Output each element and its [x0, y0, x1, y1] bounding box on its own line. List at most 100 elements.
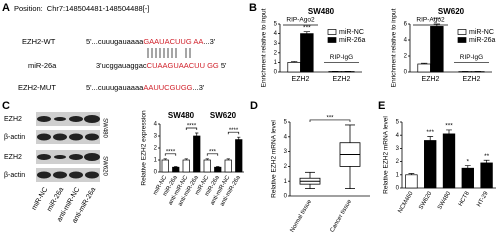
cell-line: SW480	[101, 118, 107, 138]
y-tick-label: 6	[404, 22, 408, 28]
y-tick-label: 2	[274, 50, 278, 56]
error-bar	[205, 158, 209, 160]
y-tick-label: 3	[396, 146, 400, 152]
bar	[430, 26, 444, 73]
y-axis-label: Enrichment relative to input	[391, 8, 398, 87]
error-bar	[427, 136, 434, 141]
bar	[203, 159, 211, 173]
panel-label: B	[249, 2, 257, 14]
group-label: SW620	[210, 111, 237, 120]
bar	[193, 135, 201, 173]
comparison-bracket	[227, 131, 240, 135]
position-value: Chr7:148504481-148504488[-]	[47, 4, 150, 13]
y-tick-label: 2	[404, 54, 408, 60]
y-tick-label: 1	[274, 60, 278, 66]
legend-label: miR-NC	[339, 29, 364, 36]
row-name: EZH2-WT	[22, 37, 56, 46]
x-tick-label: Normal tissue	[290, 198, 314, 233]
blot-row: β-actin	[4, 134, 25, 141]
bar	[214, 166, 222, 173]
pairing-lines	[147, 48, 191, 58]
y-tick-label: 0	[154, 170, 158, 176]
x-tick-label: EZH2	[422, 76, 440, 83]
error-bar	[303, 31, 311, 34]
seq-suffix: ...3'	[193, 83, 205, 92]
comparison-bracket	[206, 153, 219, 156]
seq-site: CUAAGUAACUU GG	[147, 61, 219, 70]
error-bar	[195, 132, 199, 136]
significance: *	[467, 158, 470, 165]
error-bar	[408, 173, 415, 175]
x-tick-label: SW480	[437, 190, 452, 211]
y-tick-label: 5	[274, 22, 278, 28]
comparison-label: ****	[166, 149, 176, 155]
significance: ***	[303, 24, 311, 31]
y-tick-label: 3	[274, 41, 278, 47]
y-axis-label: Relative EZH2 mRNA level	[383, 116, 390, 194]
y-tick-label: 5	[396, 120, 400, 126]
y-tick-label: 1	[396, 172, 400, 178]
error-bar	[184, 158, 188, 160]
seq-suffix: 5'	[219, 61, 227, 70]
chart-title: SW620	[438, 7, 465, 16]
bar	[172, 166, 180, 173]
row-name: EZH2-MUT	[18, 83, 56, 92]
legend-label: miR-26a	[339, 37, 366, 44]
blot-row: EZH2	[4, 154, 22, 161]
blot-strip	[36, 130, 100, 144]
x-tick-label: Cancer tissue	[330, 198, 354, 233]
group-label: SW480	[168, 111, 195, 120]
sequence: 5'...cuuugauaaaaAAUUCGUGG...3'	[86, 83, 205, 92]
group-label: RIP-IgG	[460, 54, 483, 61]
error-bar	[446, 129, 452, 134]
legend-swatch	[327, 37, 337, 43]
panel-label: E	[378, 100, 385, 112]
y-tick-label: 3	[154, 134, 158, 140]
y-axis-label: Relative EZH2 mRNA level	[271, 120, 278, 198]
legend-label: miR-26a	[469, 37, 496, 44]
blot-row: β-actin	[4, 172, 25, 179]
bar	[461, 167, 474, 189]
y-tick-label: 5	[284, 120, 288, 126]
comparison-label: ****	[187, 124, 197, 130]
y-tick-label: 1	[154, 158, 158, 164]
sequence: 3'ucggauaggacCUAAGUAACUU GG 5'	[96, 61, 227, 70]
y-tick-label: 0	[404, 70, 408, 76]
bar	[300, 33, 314, 73]
significance: ***	[426, 129, 434, 136]
y-tick-label: 4	[154, 122, 158, 128]
y-axis-label: Enrichment relative to input	[261, 8, 268, 87]
x-tick-label: EZH2	[333, 76, 351, 83]
blot: EZH2 β-actin EZH2 β-actin SW480 SW620 mi…	[4, 112, 107, 225]
chart-title: SW480	[308, 7, 335, 16]
seq-suffix: ...3'	[203, 37, 215, 46]
legend-swatch	[457, 37, 467, 43]
y-tick-label: 1	[284, 179, 288, 185]
seq-site: GAAUACUUG AA	[143, 37, 203, 46]
x-tick-label: HCT8	[458, 190, 471, 207]
seq-prefix: 3'ucggauaggac	[96, 61, 147, 70]
comparison-bracket	[185, 127, 198, 130]
y-tick-label: 4	[284, 134, 288, 140]
bar	[405, 174, 418, 189]
panel-label: D	[250, 100, 258, 112]
y-tick-label: 0	[284, 194, 288, 200]
y-tick-label: 4	[274, 31, 278, 37]
panel-label: A	[2, 2, 10, 14]
bar	[287, 62, 301, 73]
legend-swatch	[457, 29, 467, 35]
y-tick-label: 0	[274, 70, 278, 76]
panel-label: C	[2, 100, 10, 112]
cell-line: SW620	[101, 156, 107, 176]
y-tick-label: 4	[404, 38, 408, 44]
error-bar	[290, 61, 298, 63]
significance: ***	[445, 123, 453, 130]
y-tick-label: 2	[154, 146, 158, 152]
row-name: miR-26a	[28, 61, 57, 70]
y-tick-label: 2	[284, 164, 288, 170]
comparison-label: ***	[326, 116, 334, 122]
comparison-bracket	[309, 119, 351, 122]
x-tick-label: SW620	[418, 190, 433, 211]
error-bar	[163, 158, 167, 160]
